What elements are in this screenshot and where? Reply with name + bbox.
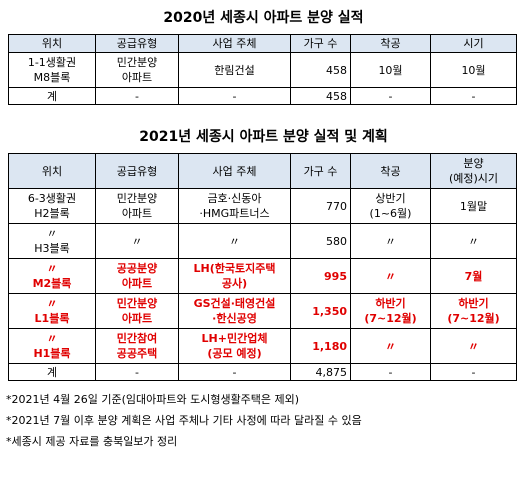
header-cell: 위치 — [8, 34, 96, 53]
table-cell: LH+민간업체 (공모 예정) — [178, 328, 291, 364]
table-cell: 〃 — [350, 328, 431, 364]
table-cell: 770 — [290, 188, 351, 224]
table-row: 〃 M2블록 공공분양 아파트 LH(한국토지주택 공사) 995 〃 7월 — [8, 258, 517, 294]
table-cell: 민간분양 아파트 — [95, 188, 179, 224]
table-cell: - — [178, 363, 291, 381]
header-cell: 가구 수 — [290, 34, 351, 53]
table-cell: 580 — [290, 223, 351, 259]
table-cell: - — [178, 87, 291, 105]
table-cell: 1월말 — [430, 188, 517, 224]
page: 2020년 세종시 아파트 분양 실적 위치 공급유형 사업 주체 가구 수 착공 시기 1… — [0, 8, 527, 480]
header-cell: 가구 수 — [290, 153, 351, 189]
table-row: 계 - -4,875- - — [8, 363, 517, 381]
header-row: 위치 공급유형 사업 주체 가구 수 착공 시기 — [8, 34, 517, 53]
header-cell: 시기 — [430, 34, 517, 53]
table-cell: 〃 — [430, 223, 517, 259]
table-cell: 〃 H1블록 — [8, 328, 96, 364]
note: *2021년 7월 이후 분양 계획은 사업 주체나 기타 사정에 따라 달라질… — [6, 414, 362, 427]
table-cell: 하반기 (7~12월) — [350, 293, 431, 329]
table-title: 2020년 세종시 아파트 분양 실적 — [163, 10, 364, 26]
table-cell: 10월 — [350, 52, 431, 88]
table-row: 〃 H3블록 〃〃 580 〃〃 — [8, 223, 517, 259]
table-cell: 4,875 — [290, 363, 351, 381]
header-cell: 사업 주체 — [178, 34, 291, 53]
table-cell: 하반기 (7~12월) — [430, 293, 517, 329]
header-cell: 사업 주체 — [178, 153, 291, 189]
table-cell: 〃 — [430, 328, 517, 364]
table-row: 1-1생활권 M8블록 민간분양 아파트 한림건설 458 10월 10월 — [8, 52, 517, 88]
table-row: 계 - -458- - — [8, 87, 517, 105]
header-cell: 착공 — [350, 153, 431, 189]
table: 위치 공급유형 사업 주체 가구 수 착공 시기 1-1생활권 M8블록 민간분양 아파트 한림… — [8, 34, 517, 105]
table-cell: 7월 — [430, 258, 517, 294]
table-cell: 458 — [290, 87, 351, 105]
table-cell: 〃 — [95, 223, 179, 259]
header-cell: 착공 — [350, 34, 431, 53]
note: *2021년 4월 26일 기준(임대아파트와 도시형생활주택은 제외) — [6, 393, 300, 406]
table-cell: 6-3생활권 H2블록 — [8, 188, 96, 224]
notes: *2021년 4월 26일 기준(임대아파트와 도시형생활주택은 제외) *202… — [6, 389, 527, 452]
table-cell: 995 — [290, 258, 351, 294]
table-cell: 금호·신동아 ·HMG파트너스 — [178, 188, 291, 224]
table-cell: 민간분양 아파트 — [95, 293, 179, 329]
header-cell: 위치 — [8, 153, 96, 189]
header-cell: 공급유형 — [95, 34, 179, 53]
table-cell: 공공분양 아파트 — [95, 258, 179, 294]
table: 위치 공급유형 사업 주체 가구 수 착공 분양 (예정)시기 6-3생활권 H2블록 민간분… — [8, 153, 517, 381]
header-cell: 분양 (예정)시기 — [430, 153, 517, 189]
header-row: 위치 공급유형 사업 주체 가구 수 착공 분양 (예정)시기 — [8, 153, 517, 189]
table-row: 6-3생활권 H2블록 민간분양 아파트 금호·신동아 ·HMG파트너스 770 상반기… — [8, 188, 517, 224]
table-cell: 한림건설 — [178, 52, 291, 88]
table-cell: 〃 H3블록 — [8, 223, 96, 259]
note: *세종시 제공 자료를 충북일보가 정리 — [6, 435, 178, 448]
table-cell: 〃 — [178, 223, 291, 259]
table-title: 2021년 세종시 아파트 분양 실적 및 계획 — [139, 129, 388, 145]
table-cell: 458 — [290, 52, 351, 88]
table-cell: - — [350, 363, 431, 381]
table-cell: 1,180 — [290, 328, 351, 364]
table-cell: 〃 M2블록 — [8, 258, 96, 294]
table-cell: LH(한국토지주택 공사) — [178, 258, 291, 294]
table-cell: 10월 — [430, 52, 517, 88]
table-cell: 계 — [8, 87, 96, 105]
table-cell: 1-1생활권 M8블록 — [8, 52, 96, 88]
table-cell: - — [350, 87, 431, 105]
header-cell: 공급유형 — [95, 153, 179, 189]
table-cell: - — [430, 87, 517, 105]
table-cell: - — [95, 363, 179, 381]
table-cell: 민간참여 공공주택 — [95, 328, 179, 364]
table-row: 〃 L1블록 민간분양 아파트 GS건설·태영건설 ·한신공영 1,350 하반기 (7… — [8, 293, 517, 329]
table-cell: 상반기 (1~6월) — [350, 188, 431, 224]
table-cell: - — [95, 87, 179, 105]
table-cell: 〃 — [350, 223, 431, 259]
table-cell: 계 — [8, 363, 96, 381]
table-cell: - — [430, 363, 517, 381]
table-cell: 〃 — [350, 258, 431, 294]
table-cell: GS건설·태영건설 ·한신공영 — [178, 293, 291, 329]
table-cell: 민간분양 아파트 — [95, 52, 179, 88]
table-cell: 〃 L1블록 — [8, 293, 96, 329]
table-cell: 1,350 — [290, 293, 351, 329]
table-row: 〃 H1블록 민간참여 공공주택 LH+민간업체 (공모 예정) 1,180 〃〃 — [8, 328, 517, 364]
